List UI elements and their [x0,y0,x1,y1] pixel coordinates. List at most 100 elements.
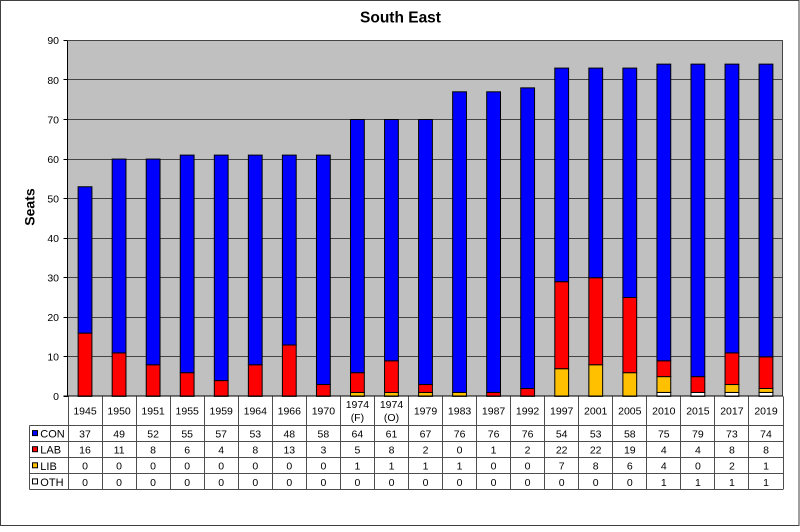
svg-text:76: 76 [454,428,466,440]
svg-text:8: 8 [389,445,395,457]
svg-text:1959: 1959 [210,406,234,418]
svg-text:76: 76 [522,428,534,440]
svg-text:0: 0 [252,477,258,489]
svg-text:57: 57 [215,428,227,440]
svg-text:4: 4 [695,445,701,457]
svg-text:60: 60 [47,154,59,166]
svg-text:LIB: LIB [40,461,57,473]
svg-text:6: 6 [184,445,190,457]
svg-text:1979: 1979 [414,406,438,418]
svg-text:40: 40 [47,233,59,245]
svg-text:0: 0 [320,461,326,473]
svg-text:2001: 2001 [584,406,608,418]
svg-text:1: 1 [423,461,429,473]
svg-text:2005: 2005 [618,406,642,418]
svg-text:80: 80 [47,75,59,87]
svg-text:2: 2 [525,445,531,457]
svg-text:1: 1 [457,461,463,473]
svg-text:8: 8 [729,445,735,457]
svg-text:0: 0 [389,477,395,489]
svg-text:8: 8 [593,461,599,473]
svg-text:0: 0 [457,445,463,457]
svg-text:5: 5 [354,445,360,457]
svg-text:73: 73 [726,428,738,440]
svg-text:8: 8 [252,445,258,457]
svg-text:(O): (O) [384,412,399,424]
svg-text:1: 1 [729,477,735,489]
svg-text:0: 0 [457,477,463,489]
svg-text:2019: 2019 [754,406,778,418]
svg-text:0: 0 [695,461,701,473]
svg-text:1: 1 [389,461,395,473]
svg-text:20: 20 [47,312,59,324]
svg-text:76: 76 [488,428,500,440]
svg-text:2: 2 [729,461,735,473]
svg-text:0: 0 [559,477,565,489]
svg-text:0: 0 [525,477,531,489]
svg-text:CON: CON [40,429,65,441]
svg-text:0: 0 [252,461,258,473]
svg-text:8: 8 [150,445,156,457]
svg-text:0: 0 [525,461,531,473]
svg-text:49: 49 [113,428,125,440]
svg-text:16: 16 [79,445,91,457]
svg-text:1987: 1987 [482,406,506,418]
svg-text:70: 70 [47,114,59,126]
svg-text:1: 1 [354,461,360,473]
svg-text:4: 4 [218,445,224,457]
svg-text:0: 0 [218,477,224,489]
svg-text:0: 0 [593,477,599,489]
svg-text:0: 0 [627,477,633,489]
svg-text:0: 0 [150,477,156,489]
svg-text:22: 22 [590,445,602,457]
svg-text:Seats: Seats [22,188,38,226]
svg-text:0: 0 [218,461,224,473]
svg-text:53: 53 [249,428,261,440]
svg-text:1966: 1966 [278,406,302,418]
svg-text:0: 0 [491,461,497,473]
svg-text:0: 0 [491,477,497,489]
svg-text:0: 0 [116,461,122,473]
svg-text:2: 2 [423,445,429,457]
svg-text:0: 0 [286,477,292,489]
svg-text:1970: 1970 [312,406,336,418]
svg-text:79: 79 [692,428,704,440]
svg-text:53: 53 [590,428,602,440]
svg-text:1974: 1974 [346,399,370,411]
svg-text:0: 0 [184,477,190,489]
svg-text:1983: 1983 [448,406,472,418]
svg-text:0: 0 [423,477,429,489]
svg-text:0: 0 [354,477,360,489]
svg-text:1: 1 [763,461,769,473]
svg-text:0: 0 [320,477,326,489]
svg-text:52: 52 [147,428,159,440]
svg-text:74: 74 [760,428,772,440]
svg-text:37: 37 [79,428,91,440]
svg-text:30: 30 [47,273,59,285]
svg-text:4: 4 [661,461,667,473]
svg-text:1964: 1964 [244,406,268,418]
svg-text:7: 7 [559,461,565,473]
svg-text:13: 13 [283,445,295,457]
svg-text:0: 0 [116,477,122,489]
svg-text:48: 48 [283,428,295,440]
svg-text:10: 10 [47,352,59,364]
svg-text:6: 6 [627,461,633,473]
svg-text:2015: 2015 [686,406,710,418]
svg-text:19: 19 [624,445,636,457]
svg-text:1974: 1974 [380,399,404,411]
svg-text:1945: 1945 [73,406,97,418]
svg-text:0: 0 [82,477,88,489]
svg-text:90: 90 [47,35,59,47]
svg-text:50: 50 [47,193,59,205]
svg-text:58: 58 [624,428,636,440]
svg-text:(F): (F) [351,412,364,424]
svg-text:64: 64 [352,428,364,440]
svg-text:0: 0 [82,461,88,473]
svg-text:1: 1 [661,477,667,489]
svg-text:OTH: OTH [40,477,63,489]
svg-text:54: 54 [556,428,568,440]
svg-text:1: 1 [491,445,497,457]
svg-text:1: 1 [695,477,701,489]
svg-text:1951: 1951 [141,406,165,418]
